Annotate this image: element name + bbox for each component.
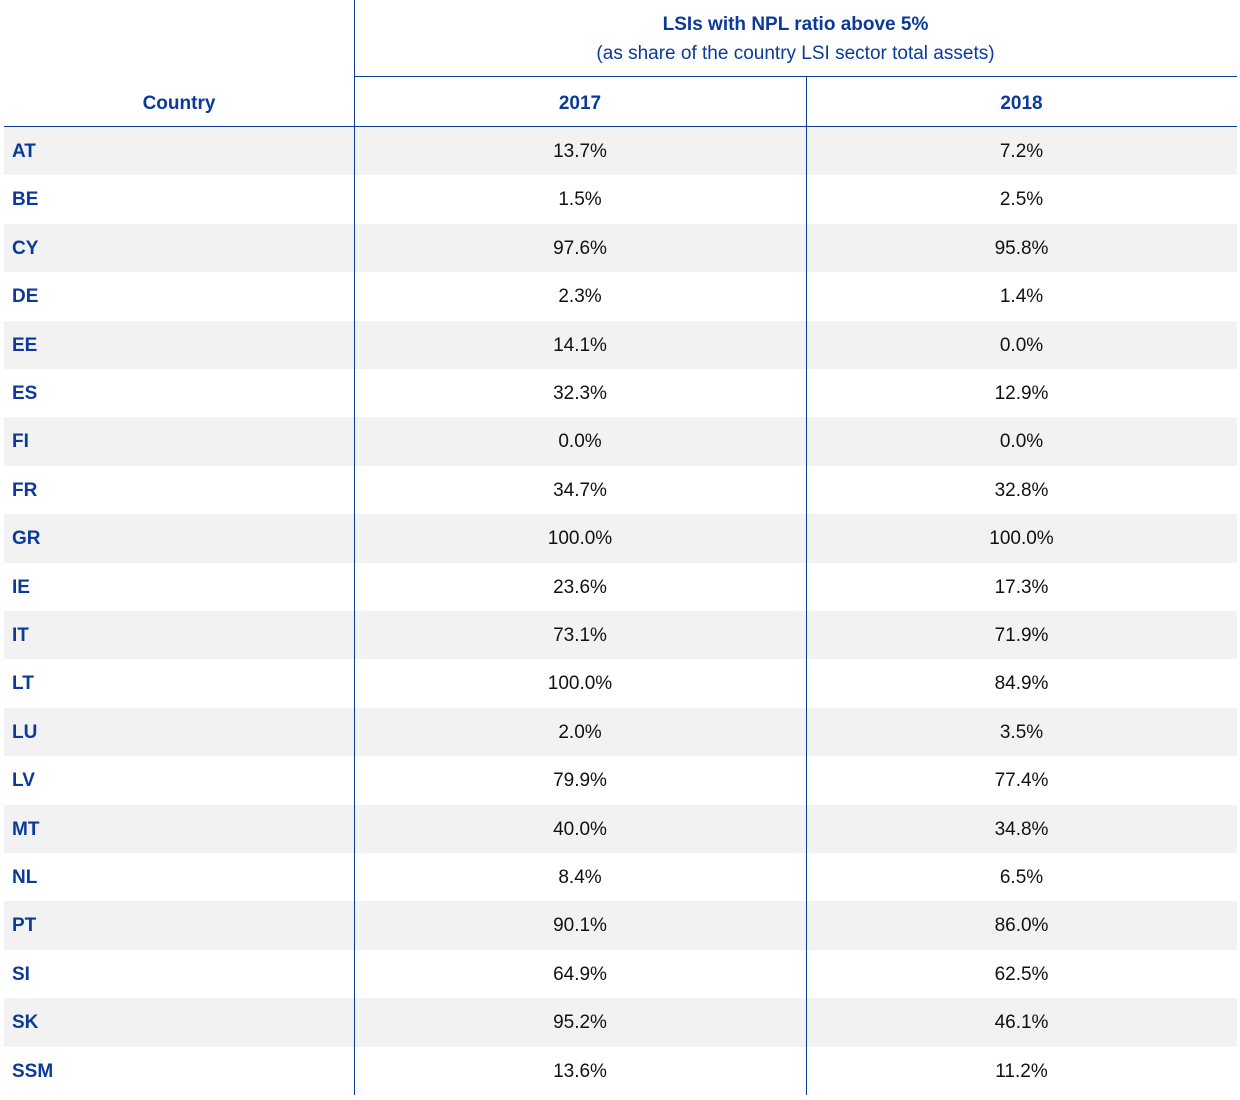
value-cell: 17.3% — [994, 576, 1049, 598]
table-row: MT 40.0% 34.8% — [4, 804, 1237, 853]
table-row: SI 64.9% 62.5% — [4, 950, 1237, 998]
value-cell: 97.6% — [553, 237, 607, 259]
value-cell: 40.0% — [553, 818, 607, 840]
country-cell: FI — [12, 431, 29, 453]
value-cell: 0.0% — [999, 431, 1044, 453]
value-cell: 46.1% — [994, 1012, 1049, 1034]
table-row: LV 79.9% 77.4% — [4, 756, 1237, 804]
value-cell: 0.0% — [999, 334, 1044, 356]
table-row: PT 90.1% 86.0% — [4, 901, 1237, 950]
value-cell: 100.0% — [547, 673, 613, 695]
table-row: LU 2.0% 3.5% — [4, 707, 1237, 757]
column-header: 2017 — [558, 93, 602, 114]
country-cell: IE — [12, 576, 30, 598]
value-cell: 95.8% — [994, 237, 1049, 259]
value-cell: 11.2% — [995, 1060, 1048, 1082]
value-cell: 8.4% — [558, 867, 602, 888]
table-row: ES 32.3% 12.9% — [4, 369, 1237, 417]
table-row: BE 1.5% 2.5% — [4, 175, 1237, 223]
table-row: FI 0.0% 0.0% — [4, 417, 1237, 466]
country-cell: LV — [12, 770, 35, 792]
table-row: NL 8.4% 6.5% — [4, 853, 1237, 901]
country-cell: IT — [12, 625, 29, 646]
column-rule — [806, 76, 807, 1095]
value-cell: 1.4% — [999, 286, 1044, 308]
table-row: GR 100.0% 100.0% — [4, 514, 1237, 563]
country-cell: ES — [12, 383, 38, 404]
value-cell: 12.9% — [994, 383, 1049, 404]
value-cell: 1.5% — [558, 189, 602, 211]
value-cell: 86.0% — [994, 915, 1049, 937]
value-cell: 2.5% — [999, 189, 1044, 211]
column-header: Country — [142, 93, 216, 114]
table-row: IE 23.6% 17.3% — [4, 563, 1237, 611]
value-cell: 100.0% — [547, 528, 613, 550]
country-cell: MT — [12, 818, 40, 840]
value-cell: 3.5% — [999, 721, 1044, 743]
table-row: CY 97.6% 95.8% — [4, 223, 1237, 273]
country-cell: FR — [12, 479, 38, 501]
table-row: SSM 13.6% 11.2% — [4, 1047, 1237, 1095]
table-row: AT 13.7% 7.2% — [4, 127, 1237, 176]
country-cell: EE — [12, 334, 38, 356]
value-cell: 7.2% — [999, 141, 1044, 162]
value-cell: 23.6% — [553, 576, 607, 598]
country-cell: LT — [12, 673, 34, 695]
column-rule — [354, 0, 355, 1095]
value-cell: 13.7% — [553, 141, 607, 162]
value-cell: 73.1% — [553, 625, 607, 646]
table-row: LT 100.0% 84.9% — [4, 659, 1237, 707]
country-cell: DE — [12, 286, 39, 308]
table-row: EE 14.1% 0.0% — [4, 320, 1237, 369]
value-cell: 13.6% — [553, 1060, 607, 1082]
value-cell: 6.5% — [999, 867, 1044, 888]
table-row: SK 95.2% 46.1% — [4, 998, 1237, 1047]
value-cell: 14.1% — [553, 334, 607, 356]
header-rule — [354, 76, 1237, 77]
country-cell: SSM — [12, 1060, 54, 1082]
country-cell: NL — [12, 867, 38, 888]
value-cell: 64.9% — [553, 963, 607, 985]
value-cell: 62.5% — [994, 963, 1049, 985]
country-cell: BE — [12, 189, 39, 211]
country-cell: CY — [12, 237, 39, 259]
value-cell: 95.2% — [553, 1012, 607, 1034]
country-cell: AT — [12, 141, 36, 162]
value-cell: 100.0% — [989, 528, 1054, 550]
country-cell: PT — [12, 915, 37, 937]
value-cell: 34.8% — [994, 818, 1049, 840]
value-cell: 77.4% — [994, 770, 1049, 792]
value-cell: 32.8% — [994, 479, 1049, 501]
value-cell: 84.9% — [994, 673, 1049, 695]
value-cell: 32.3% — [553, 383, 607, 404]
country-cell: SI — [12, 963, 30, 985]
value-cell: 2.3% — [558, 286, 602, 308]
value-cell: 79.9% — [553, 770, 607, 792]
country-cell: SK — [12, 1012, 39, 1034]
country-cell: GR — [12, 528, 41, 550]
column-header: 2018 — [1000, 93, 1043, 114]
header-rule — [4, 126, 1237, 127]
table-subtitle: (as share of the country LSI sector tota… — [596, 43, 995, 64]
country-cell: LU — [12, 721, 38, 743]
value-cell: 71.9% — [994, 625, 1049, 646]
table-row: FR 34.7% 32.8% — [4, 466, 1237, 514]
value-cell: 0.0% — [558, 431, 602, 453]
value-cell: 90.1% — [553, 915, 607, 937]
table-row: IT 73.1% 71.9% — [4, 611, 1237, 660]
table-row: DE 2.3% 1.4% — [4, 272, 1237, 320]
value-cell: 2.0% — [558, 721, 602, 743]
table-title: LSIs with NPL ratio above 5% — [662, 14, 929, 35]
value-cell: 34.7% — [553, 479, 607, 501]
